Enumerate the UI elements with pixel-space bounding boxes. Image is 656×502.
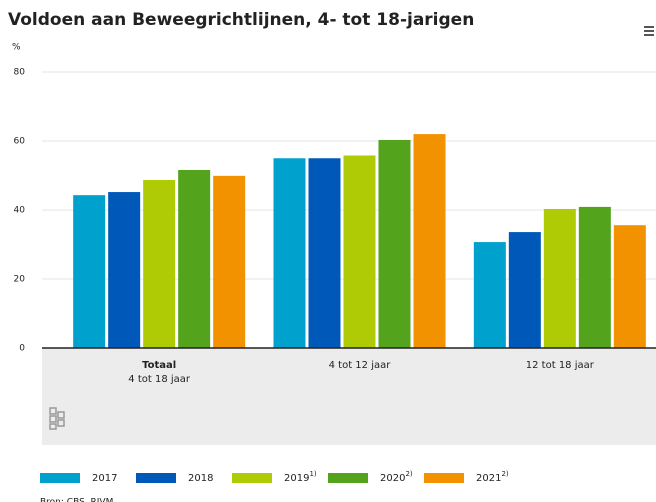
legend-swatch: [40, 473, 80, 483]
bar: [213, 175, 246, 348]
x-tick-label: 12 tot 18 jaar: [526, 360, 595, 371]
bar: [108, 192, 141, 348]
bar: [473, 242, 506, 348]
bar: [343, 155, 376, 348]
legend-swatch: [136, 473, 176, 483]
cbs-logo: [49, 407, 65, 430]
bar: [578, 206, 611, 348]
legend-swatch: [424, 473, 464, 483]
y-tick-label: 40: [14, 206, 26, 216]
y-unit: %: [12, 43, 21, 53]
bar: [413, 134, 446, 348]
legend-note: 1): [309, 470, 316, 478]
x-tick-label: 4 tot 12 jaar: [329, 360, 392, 371]
bar: [613, 225, 646, 348]
legend-name: 2017: [92, 473, 117, 484]
x-tick-label: Totaal 4 tot 18 jaar: [128, 360, 191, 385]
legend-name: 2019: [284, 473, 309, 484]
legend-swatch: [328, 473, 368, 483]
bar: [543, 208, 576, 348]
bar: [308, 158, 341, 348]
source: Bron: CBS, RIVM: [40, 498, 113, 502]
legend-label: 20212): [476, 470, 509, 484]
legend-swatch: [232, 473, 272, 483]
legend-name: 2021: [476, 473, 501, 484]
bar: [508, 232, 541, 348]
chart-title: Voldoen aan Beweegrichtlijnen, 4- tot 18…: [8, 10, 474, 30]
legend-label: 2018: [188, 473, 213, 484]
bar: [178, 169, 211, 348]
legend-name: 2018: [188, 473, 213, 484]
category-area: [42, 348, 656, 445]
bar: [143, 179, 176, 348]
y-tick-label: 0: [19, 344, 25, 354]
y-tick-label: 20: [14, 275, 26, 285]
bar: [73, 195, 106, 348]
bar: [273, 158, 306, 348]
legend-label: 20202): [380, 470, 413, 484]
legend-note: 2): [405, 470, 412, 478]
menu-icon[interactable]: [644, 26, 654, 36]
bar: [378, 139, 411, 348]
legend-label: 2017: [92, 473, 117, 484]
y-tick-label: 80: [14, 68, 26, 78]
y-tick-label: 60: [14, 137, 26, 147]
legend-label: 20191): [284, 470, 317, 484]
legend-note: 2): [501, 470, 508, 478]
legend-name: 2020: [380, 473, 405, 484]
